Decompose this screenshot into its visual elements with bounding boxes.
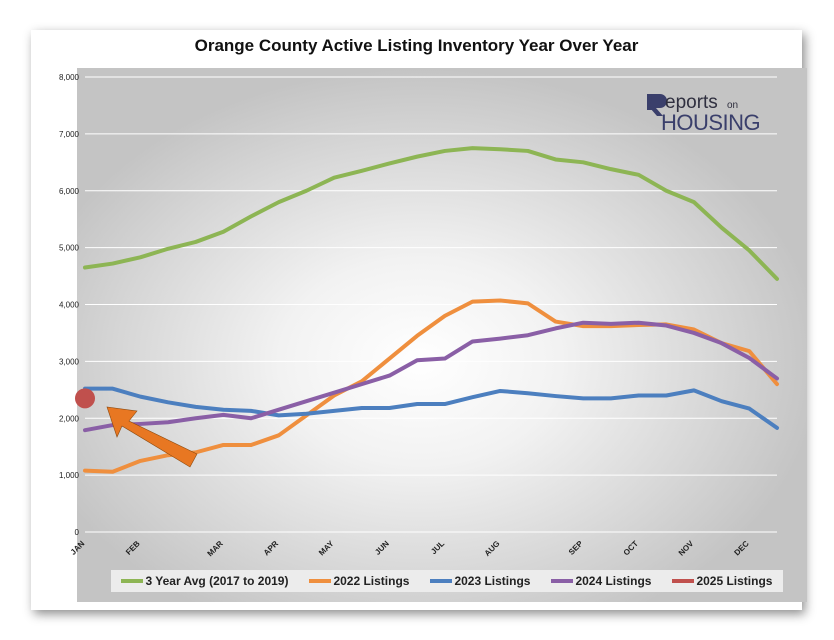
x-tick-label: MAY (317, 539, 336, 558)
legend-item: 2024 Listings (551, 574, 651, 588)
legend-item: 2023 Listings (430, 574, 530, 588)
line-chart: 0 1,000 2,000 3,000 4,000 5,000 6,000 7,000 8,00… (59, 73, 779, 559)
reports-on-housing-logo: eports on HOUSING (647, 92, 761, 135)
y-tick-label: 0 (75, 528, 80, 537)
svg-text:eports: eports (665, 92, 718, 113)
x-tick-label: SEP (567, 539, 585, 557)
series-line-0 (83, 146, 779, 281)
y-tick-label: 7,000 (59, 130, 80, 139)
series-point-4 (75, 388, 95, 409)
series-lines (83, 146, 779, 474)
series-line-3 (83, 320, 779, 433)
series-line-2 (83, 386, 779, 430)
x-axis-ticks: JAN FEB MAR APR MAY JUN JUL AUG SEP OCT NOV DEC (69, 539, 751, 559)
x-tick-label: NOV (677, 539, 696, 558)
y-tick-label: 1,000 (59, 471, 80, 480)
x-tick-label: JUN (373, 539, 391, 557)
legend-label: 2024 Listings (575, 574, 652, 588)
annotation-arrow (106, 406, 198, 468)
x-tick-label: APR (262, 539, 280, 557)
legend-item: 2022 Listings (309, 574, 409, 588)
legend-label: 2022 Listings (333, 574, 410, 588)
legend-swatch (309, 579, 332, 583)
x-tick-label: JAN (69, 539, 87, 557)
y-tick-label: 3,000 (59, 357, 80, 366)
chart-card: Orange County Active Listing Inventory Y… (31, 30, 807, 610)
chart-title: Orange County Active Listing Inventory Y… (194, 36, 639, 55)
y-tick-label: 5,000 (59, 244, 80, 253)
x-tick-label: AUG (483, 539, 502, 558)
x-tick-label: DEC (732, 539, 750, 557)
svg-text:HOUSING: HOUSING (661, 110, 760, 135)
y-tick-label: 4,000 (59, 301, 80, 310)
series-points (75, 388, 95, 409)
legend-swatch (672, 579, 695, 583)
legend-swatch (121, 579, 144, 583)
legend-label: 2025 Listings (696, 574, 773, 588)
y-axis-ticks: 0 1,000 2,000 3,000 4,000 5,000 6,000 7,000 8,00… (59, 73, 80, 537)
x-tick-label: JUL (429, 539, 446, 556)
x-tick-label: MAR (206, 539, 225, 558)
legend: 3 Year Avg (2017 to 2019) 2022 Listings 20… (111, 570, 783, 592)
legend-swatch (430, 579, 453, 583)
orange-arrow-icon (106, 406, 198, 468)
legend-label: 2023 Listings (454, 574, 531, 588)
legend-swatch (551, 579, 574, 583)
x-tick-label: FEB (124, 539, 142, 557)
svg-text:on: on (727, 100, 738, 111)
y-tick-label: 2,000 (59, 414, 80, 423)
legend-item: 3 Year Avg (2017 to 2019) (121, 574, 288, 588)
legend-item: 2025 Listings (672, 574, 772, 588)
plot-area-background (77, 68, 807, 602)
legend-label: 3 Year Avg (2017 to 2019) (145, 574, 289, 588)
y-tick-label: 6,000 (59, 187, 80, 196)
x-tick-label: OCT (622, 539, 640, 557)
y-tick-label: 8,000 (59, 73, 80, 82)
